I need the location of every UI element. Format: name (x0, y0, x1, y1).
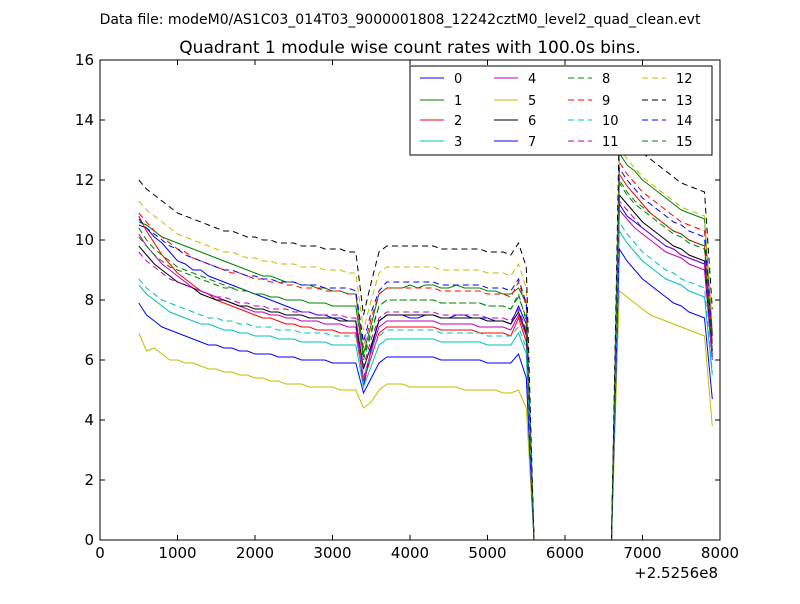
x-tick-label: 8000 (701, 544, 739, 562)
series-layer (138, 124, 713, 540)
x-tick-label: 4000 (391, 544, 429, 562)
x-tick-label: 0 (95, 544, 105, 562)
chart-title: Quadrant 1 module wise count rates with … (179, 38, 640, 58)
x-tick-label: 6000 (546, 544, 584, 562)
legend-label-11: 11 (602, 135, 619, 150)
y-tick-label: 8 (84, 291, 94, 309)
legend-label-2: 2 (454, 114, 462, 129)
figure-suptitle: Data file: modeM0/AS1C03_014T03_90000018… (100, 12, 701, 28)
legend-label-8: 8 (602, 72, 610, 87)
axes-layer: 0 1000 2000 3000 4000 5000 6000 7000 80000246810… (75, 51, 739, 562)
x-tick-label: 5000 (468, 544, 506, 562)
legend-label-4: 4 (528, 72, 536, 87)
legend-label-1: 1 (454, 94, 462, 109)
legend-label-14: 14 (676, 114, 693, 129)
y-tick-label: 6 (84, 351, 94, 369)
legend-label-7: 7 (528, 135, 536, 150)
legend-label-5: 5 (528, 94, 536, 109)
legend-label-10: 10 (602, 114, 619, 129)
y-tick-label: 10 (75, 231, 94, 249)
y-tick-label: 16 (75, 51, 94, 69)
legend-label-0: 0 (454, 72, 462, 87)
y-tick-label: 2 (84, 471, 94, 489)
y-tick-label: 14 (75, 111, 94, 129)
legend-label-9: 9 (602, 94, 610, 109)
y-tick-label: 0 (84, 531, 94, 549)
legend-label-13: 13 (676, 94, 693, 109)
x-tick-label: 2000 (236, 544, 274, 562)
x-axis-offset-label: +2.5256e8 (634, 564, 718, 582)
series-line-12 (138, 145, 713, 540)
series-line-5 (138, 290, 713, 540)
x-tick-label: 3000 (313, 544, 351, 562)
x-tick-label: 1000 (158, 544, 196, 562)
y-tick-label: 4 (84, 411, 94, 429)
y-tick-label: 12 (75, 171, 94, 189)
legend-label-15: 15 (676, 135, 693, 150)
legend-label-3: 3 (454, 135, 462, 150)
legend-label-6: 6 (528, 114, 536, 129)
series-line-15 (138, 181, 713, 540)
x-tick-label: 7000 (623, 544, 661, 562)
series-line-11 (138, 199, 713, 540)
series-line-13 (138, 124, 713, 540)
legend-frame (409, 65, 713, 156)
legend-label-12: 12 (676, 72, 693, 87)
